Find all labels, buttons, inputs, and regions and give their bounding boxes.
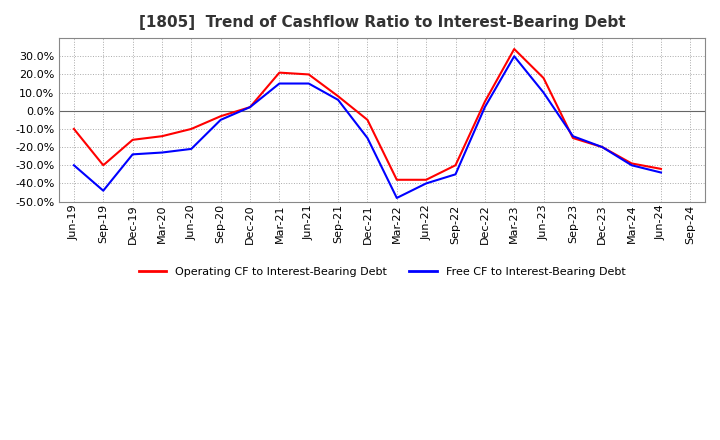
Legend: Operating CF to Interest-Bearing Debt, Free CF to Interest-Bearing Debt: Operating CF to Interest-Bearing Debt, F… <box>134 262 630 281</box>
Title: [1805]  Trend of Cashflow Ratio to Interest-Bearing Debt: [1805] Trend of Cashflow Ratio to Intere… <box>139 15 626 30</box>
